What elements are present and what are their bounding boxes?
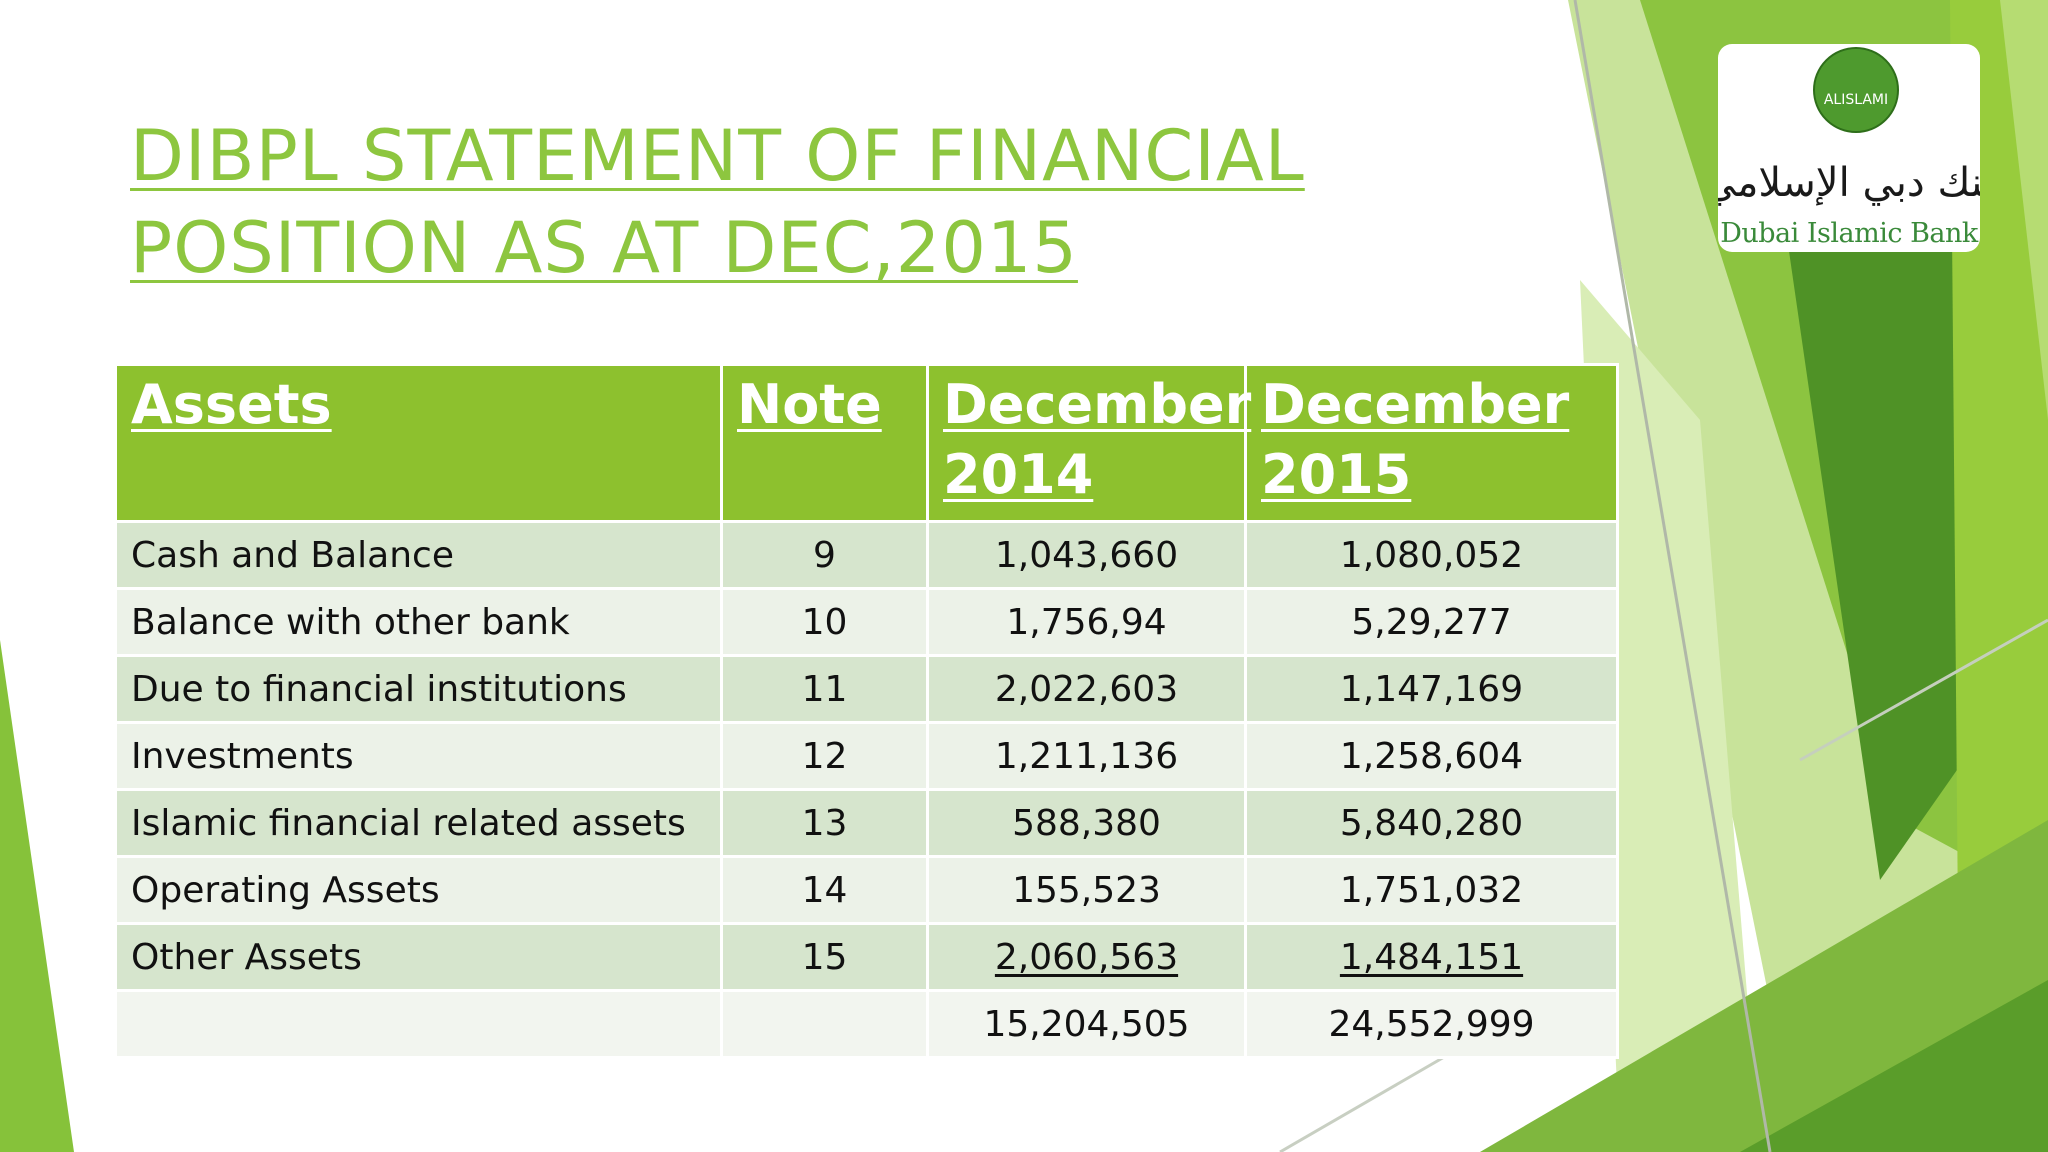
total-dec2014: 15,204,505 — [926, 989, 1247, 1059]
deco-facet-right-edge — [2000, 0, 2048, 420]
row-label: Due to financial institutions — [114, 654, 723, 724]
row-dec2015: 1,080,052 — [1244, 520, 1619, 590]
row-dec2014: 2,022,603 — [926, 654, 1247, 724]
table-row: Other Assets 15 2,060,563 1,484,151 — [114, 922, 1619, 992]
row-dec2015: 1,258,604 — [1244, 721, 1619, 791]
row-dec2015: 1,147,169 — [1244, 654, 1619, 724]
row-dec2014: 155,523 — [926, 855, 1247, 925]
total-label — [114, 989, 723, 1059]
dubai-islamic-bank-logo: ALISLAMI بنك دبي الإسلامي Dubai Islamic … — [1718, 44, 1980, 252]
row-label: Other Assets — [114, 922, 723, 992]
table-row: Due to financial institutions 11 2,022,6… — [114, 654, 1619, 724]
row-dec2014-value: 2,060,563 — [994, 936, 1179, 978]
deco-line — [1573, 0, 1772, 1152]
slide-title: DIBPL STATEMENT OF FINANCIAL POSITION AS… — [130, 110, 1305, 294]
table-row: Balance with other bank 10 1,756,94 5,29… — [114, 587, 1619, 657]
logo-emblem-icon — [1814, 48, 1898, 132]
table-row: Islamic financial related assets 13 588,… — [114, 788, 1619, 858]
logo-arabic-name: بنك دبي الإسلامي — [1718, 160, 1980, 206]
logo-english-name: Dubai Islamic Bank — [1720, 218, 1978, 249]
row-note: 10 — [720, 587, 929, 657]
header-december-2014: December 2014 — [926, 363, 1251, 523]
deco-left-sliver — [0, 640, 74, 1152]
row-dec2015: 5,840,280 — [1244, 788, 1619, 858]
row-note: 12 — [720, 721, 929, 791]
row-label: Balance with other bank — [114, 587, 723, 657]
row-label: Operating Assets — [114, 855, 723, 925]
total-dec2015: 24,552,999 — [1244, 989, 1619, 1059]
table-header-row: Assets Note December 2014 December 2015 — [114, 363, 1619, 523]
slide-title-line-1: DIBPL STATEMENT OF FINANCIAL — [130, 115, 1305, 197]
row-note: 11 — [720, 654, 929, 724]
row-dec2014: 588,380 — [926, 788, 1247, 858]
row-dec2014: 1,211,136 — [926, 721, 1247, 791]
header-note: Note — [720, 363, 929, 523]
row-note: 15 — [720, 922, 929, 992]
row-dec2015: 1,484,151 — [1244, 922, 1619, 992]
row-note: 9 — [720, 520, 929, 590]
row-dec2014: 2,060,563 — [926, 922, 1247, 992]
slide-title-line-2: POSITION AS AT DEC,2015 — [130, 207, 1078, 289]
deco-facet-pale — [1580, 280, 1760, 1152]
row-dec2014: 1,043,660 — [926, 520, 1247, 590]
total-note — [720, 989, 929, 1059]
header-assets: Assets — [114, 363, 723, 523]
row-label: Investments — [114, 721, 723, 791]
deco-line — [1799, 618, 2048, 762]
table-row: Cash and Balance 9 1,043,660 1,080,052 — [114, 520, 1619, 590]
table-total-row: 15,204,505 24,552,999 — [114, 989, 1619, 1059]
header-december-2015: December 2015 — [1244, 363, 1619, 523]
row-dec2015: 1,751,032 — [1244, 855, 1619, 925]
table-row: Operating Assets 14 155,523 1,751,032 — [114, 855, 1619, 925]
row-note: 13 — [720, 788, 929, 858]
row-dec2015-value: 1,484,151 — [1339, 936, 1524, 978]
row-dec2014: 1,756,94 — [926, 587, 1247, 657]
logo-emblem-text: ALISLAMI — [1824, 92, 1888, 108]
table-row: Investments 12 1,211,136 1,258,604 — [114, 721, 1619, 791]
row-label: Cash and Balance — [114, 520, 723, 590]
row-label: Islamic financial related assets — [114, 788, 723, 858]
row-note: 14 — [720, 855, 929, 925]
financial-position-table: Assets Note December 2014 December 2015 Ca… — [114, 363, 1619, 1059]
row-dec2015: 5,29,277 — [1244, 587, 1619, 657]
deco-facet-bottom-dark — [1740, 980, 2048, 1152]
